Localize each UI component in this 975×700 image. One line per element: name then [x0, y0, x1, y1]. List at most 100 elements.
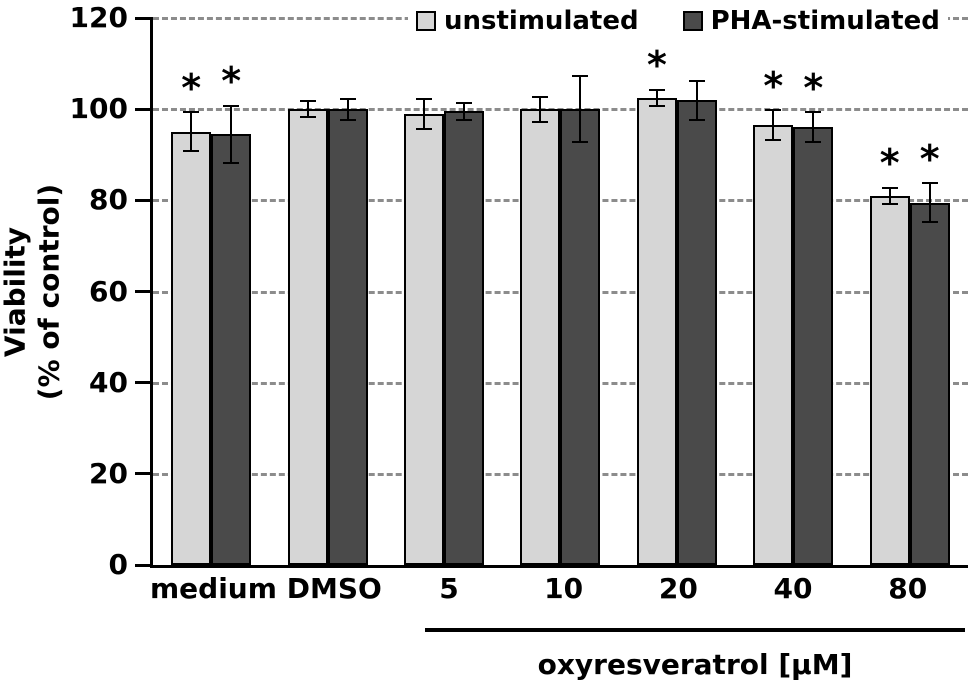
legend-label-unstimulated: unstimulated — [444, 6, 639, 36]
y-tickmark-80 — [135, 198, 153, 202]
x-axis-title: oxyresveratrol [µM] — [537, 648, 853, 681]
errorbar-part — [648, 104, 665, 107]
significance-star-unstimulated-medium: * — [181, 66, 202, 111]
barwrap-unstimulated-40: * — [753, 18, 794, 565]
errorbar-part — [881, 186, 898, 189]
x-tick-label-40: 40 — [773, 572, 813, 605]
x-tick-label-80: 80 — [888, 572, 928, 605]
significance-star-unstimulated-20: * — [646, 43, 667, 88]
barwrap-PHA-stimulated-5 — [444, 18, 485, 565]
bar-unstimulated-20 — [636, 97, 677, 565]
errorbar-part — [346, 97, 349, 121]
errorbar-part — [223, 104, 240, 107]
significance-star-unstimulated-40: * — [763, 63, 784, 108]
legend-swatch-unstimulated — [416, 11, 436, 31]
errorbar-part — [183, 150, 200, 153]
y-tick-label-60: 60 — [89, 274, 128, 308]
errorbar-part — [921, 182, 938, 185]
bar-group-DMSO — [269, 18, 385, 565]
barwrap-unstimulated-5 — [404, 18, 445, 565]
y-tickmark-60 — [135, 290, 153, 293]
bar-unstimulated-40 — [753, 125, 794, 565]
errorbar-part — [572, 141, 589, 144]
barwrap-PHA-stimulated-10 — [560, 18, 601, 565]
errorbar-part — [339, 97, 356, 100]
barwrap-unstimulated-80: * — [869, 18, 910, 565]
errorbar-part — [765, 109, 782, 112]
significance-star-PHA-stimulated-40: * — [803, 66, 824, 111]
bar-group-80: * * — [852, 18, 968, 565]
errorbar-unstimulated-80 — [881, 186, 898, 205]
errorbar-PHA-stimulated-20 — [688, 79, 705, 121]
errorbar-part — [805, 111, 822, 114]
bar-group-40: * * — [735, 18, 851, 565]
bar-PHA-stimulated-10 — [560, 109, 601, 565]
bar-unstimulated-medium — [171, 131, 212, 565]
x-axis-bracket-line — [425, 628, 965, 632]
errorbar-part — [532, 120, 549, 123]
bar-group-medium: * * — [153, 18, 269, 565]
x-tick-label-medium: medium — [150, 572, 277, 605]
errorbar-unstimulated-DMSO — [299, 100, 316, 119]
errorbar-part — [648, 88, 665, 91]
errorbar-PHA-stimulated-DMSO — [339, 97, 356, 121]
y-tick-label-120: 120 — [69, 1, 128, 34]
x-tick-label-20: 20 — [658, 572, 698, 605]
errorbar-PHA-stimulated-40 — [805, 111, 822, 144]
y-axis-title-line2: (% of control) — [32, 183, 65, 400]
errorbar-part — [416, 97, 433, 100]
errorbar-part — [456, 102, 473, 105]
y-tick-label-100: 100 — [69, 92, 128, 126]
errorbar-part — [532, 95, 549, 98]
bar-group-20: * — [619, 18, 735, 565]
barwrap-PHA-stimulated-40: * — [793, 18, 834, 565]
bar-group-10 — [502, 18, 618, 565]
errorbar-unstimulated-40 — [765, 109, 782, 142]
errorbar-PHA-stimulated-10 — [572, 74, 589, 144]
x-tick-label-5: 5 — [439, 572, 459, 605]
y-axis-tick-labels: 0 20 40 60 80 100 120 — [66, 2, 138, 581]
bar-PHA-stimulated-40 — [793, 127, 834, 565]
errorbar-part — [339, 118, 356, 121]
y-tick-label-80: 80 — [89, 183, 128, 217]
bar-unstimulated-10 — [520, 109, 561, 565]
errorbar-PHA-stimulated-80 — [921, 182, 938, 224]
bar-PHA-stimulated-80 — [909, 202, 950, 565]
legend-swatch-pha-stimulated — [682, 11, 703, 31]
bar-group-5 — [386, 18, 502, 565]
bar-PHA-stimulated-medium — [211, 134, 252, 565]
errorbar-PHA-stimulated-medium — [223, 104, 240, 164]
errorbar-part — [463, 102, 466, 121]
bar-PHA-stimulated-DMSO — [327, 109, 368, 565]
y-tickmark-40 — [135, 381, 153, 385]
y-tick-label-0: 0 — [108, 548, 128, 581]
legend-label-pha-stimulated: PHA-stimulated — [710, 6, 940, 36]
y-tick-label-20: 20 — [89, 456, 128, 490]
barwrap-unstimulated-10 — [520, 18, 561, 565]
errorbar-part — [805, 141, 822, 144]
errorbar-part — [423, 97, 426, 130]
y-tickmark-0 — [135, 563, 153, 567]
errorbar-part — [695, 79, 698, 121]
significance-star-PHA-stimulated-80: * — [919, 136, 940, 181]
bar-PHA-stimulated-20 — [676, 100, 717, 565]
errorbar-unstimulated-5 — [416, 97, 433, 130]
barwrap-unstimulated-medium: * — [171, 18, 212, 565]
barwrap-unstimulated-DMSO — [287, 18, 328, 565]
x-tick-label-10: 10 — [544, 572, 584, 605]
errorbar-part — [812, 111, 815, 144]
x-axis-tick-labels: medium DMSO 5 10 20 40 80 — [150, 572, 965, 605]
barwrap-PHA-stimulated-DMSO — [327, 18, 368, 565]
y-axis-title: Viability (% of control) — [0, 18, 65, 565]
barwrap-PHA-stimulated-20 — [676, 18, 717, 565]
y-tickmark-20 — [135, 472, 153, 476]
errorbar-part — [223, 161, 240, 164]
y-tickmark-100 — [135, 107, 153, 111]
errorbar-PHA-stimulated-5 — [456, 102, 473, 121]
significance-star-PHA-stimulated-medium: * — [221, 59, 242, 104]
legend-item-pha-stimulated: PHA-stimulated — [682, 6, 940, 36]
legend-item-unstimulated: unstimulated — [416, 6, 639, 36]
chart-legend: unstimulated PHA-stimulated — [408, 2, 948, 40]
bar-unstimulated-DMSO — [287, 109, 328, 565]
